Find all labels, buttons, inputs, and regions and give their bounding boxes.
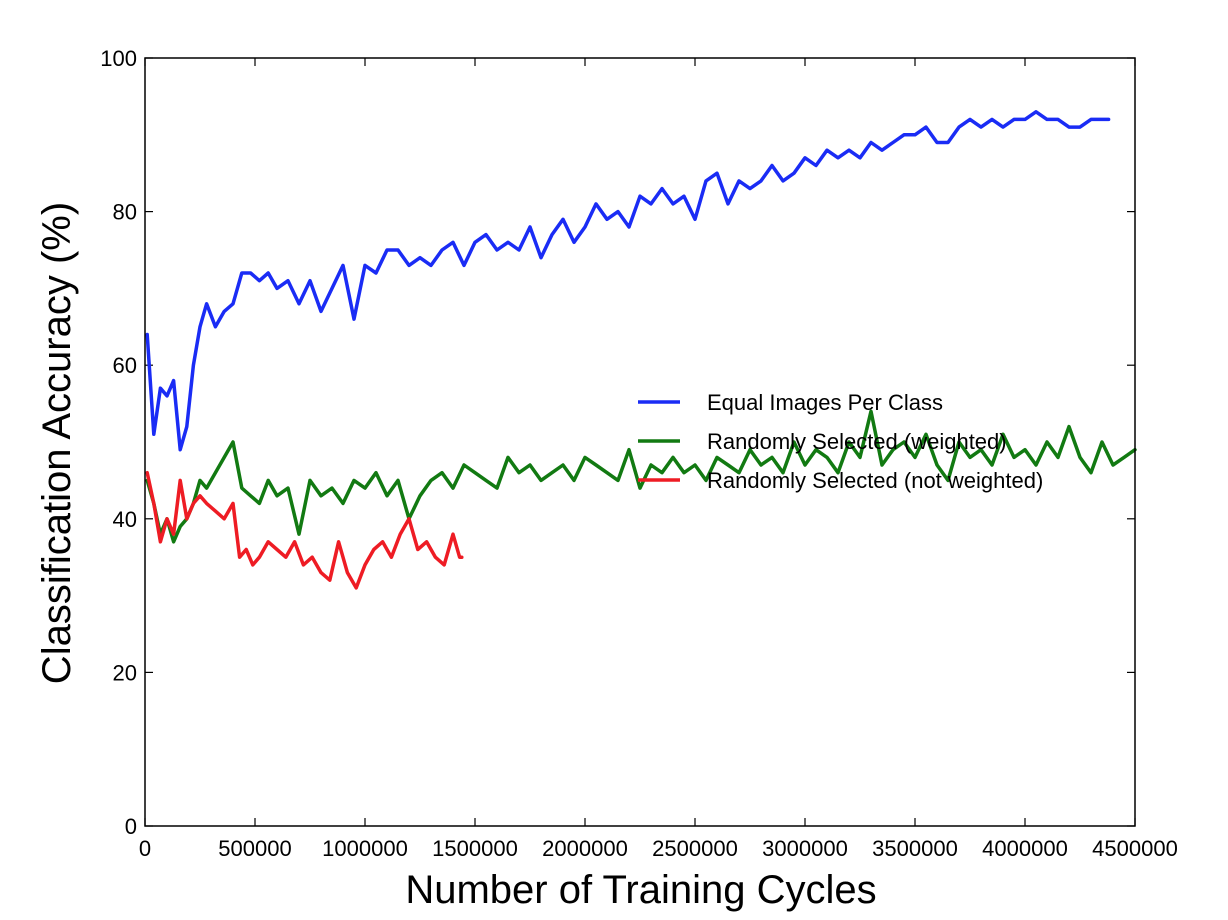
x-tick-label: 1000000 [322,836,408,861]
y-tick-labels: 0 20 40 60 80 100 [100,46,137,839]
y-tick-label: 20 [113,660,137,685]
y-tick-label: 40 [113,507,137,532]
axis-ticks [144,57,1136,827]
y-tick-label: 80 [113,200,137,225]
x-tick-label: 2500000 [652,836,738,861]
x-tick-label: 500000 [218,836,291,861]
x-tick-label: 3000000 [762,836,848,861]
y-tick-label: 60 [113,353,137,378]
y-tick-label: 0 [125,814,137,839]
x-tick-label: 1500000 [432,836,518,861]
x-tick-label: 4000000 [982,836,1068,861]
legend: Equal Images Per Class Randomly Selected … [638,390,1043,493]
x-axis-label: Number of Training Cycles [405,868,876,912]
legend-label-equal-images-per-class: Equal Images Per Class [707,390,943,415]
x-tick-label: 4500000 [1092,836,1178,861]
series-line-randomly-selected-weighted [145,409,1137,544]
x-tick-label: 2000000 [542,836,628,861]
x-tick-label: 3500000 [872,836,958,861]
series-line-equal-images-per-class [145,110,1111,452]
plot-frame [144,57,1136,827]
legend-label-randomly-selected-weighted: Randomly Selected (weighted) [707,429,1007,454]
x-tick-label: 0 [139,836,151,861]
x-tick-labels: 0 500000 1000000 1500000 2000000 2500000 30000… [139,836,1178,861]
series-line-randomly-selected-not-weighted [145,470,464,590]
y-tick-label: 100 [100,46,137,71]
series-lines [145,110,1137,590]
y-axis-label: Classification Accuracy (%) [35,202,79,684]
legend-label-randomly-selected-not-weighted: Randomly Selected (not weighted) [707,468,1043,493]
